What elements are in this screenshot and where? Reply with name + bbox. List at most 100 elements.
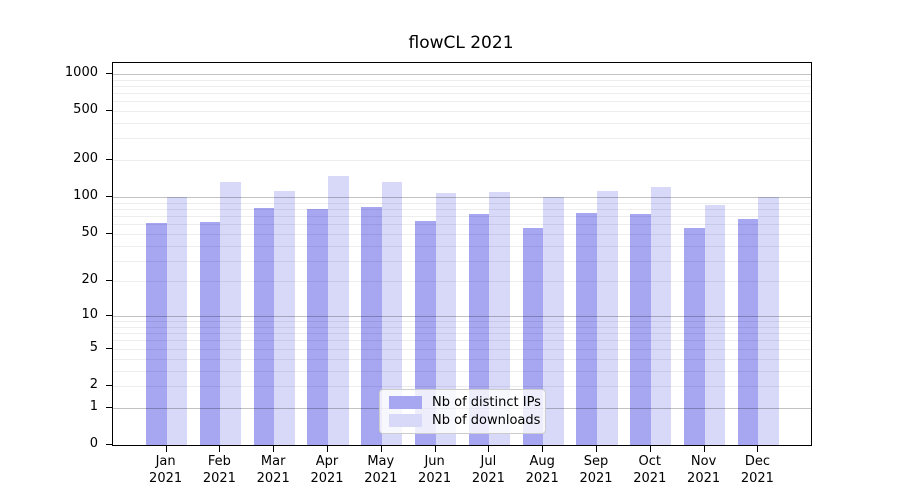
bar-downloads-aug (543, 197, 564, 445)
y-tick-mark (106, 347, 112, 349)
x-tick-mark (596, 446, 597, 452)
bar-downloads-may (381, 181, 403, 445)
x-tick-label: Sep 2021 (568, 453, 624, 487)
x-tick-year: 2021 (418, 471, 452, 486)
bar-downloads-feb (220, 181, 241, 445)
y-tick-mark (106, 406, 112, 408)
gridline-minor (113, 138, 811, 140)
gridline-minor (113, 216, 811, 218)
plot-area (112, 62, 812, 446)
y-tick-mark (106, 315, 112, 317)
bar-downloads-jun (435, 192, 457, 445)
bar-downloads-jan (166, 197, 188, 445)
y-tick-label: 50 (81, 224, 98, 240)
gridline-minor (113, 281, 811, 283)
x-tick-label: Jan 2021 (138, 453, 194, 487)
x-tick-year: 2021 (687, 471, 721, 486)
bar-distinct-ips-sep (576, 213, 597, 445)
gridline-minor (113, 160, 811, 162)
gridline-minor (113, 370, 811, 372)
x-tick-mark (542, 446, 544, 452)
gridline-minor (113, 202, 811, 204)
x-tick-year: 2021 (740, 471, 774, 486)
bar-distinct-ips-oct (630, 213, 651, 445)
gridline-minor (113, 245, 811, 247)
gridline-major (113, 73, 811, 75)
gridline-major (113, 316, 811, 318)
legend-label-distinct-ips: Nb of distinct IPs (432, 394, 541, 410)
x-tick-label: Nov 2021 (676, 453, 732, 487)
y-tick-label: 1000 (64, 64, 98, 80)
x-tick-mark (488, 446, 490, 452)
gridline-minor (113, 385, 811, 387)
legend-row-distinct-ips: Nb of distinct IPs (389, 395, 541, 410)
y-tick-mark (106, 110, 112, 112)
gridline-major (113, 197, 811, 199)
legend-swatch-distinct-ips (389, 395, 422, 409)
x-tick-year: 2021 (579, 471, 613, 486)
bar-downloads-apr (328, 176, 349, 445)
legend-row-downloads: Nb of downloads (389, 413, 540, 428)
bar-distinct-ips-jan (146, 223, 167, 445)
x-tick-label: May 2021 (353, 453, 409, 487)
x-tick-year: 2021 (310, 471, 344, 486)
x-tick-year: 2021 (525, 471, 559, 486)
bar-downloads-mar (274, 190, 295, 445)
y-tick-mark (106, 232, 112, 234)
y-tick-label: 10 (81, 307, 98, 323)
gridline-minor (113, 340, 811, 342)
x-tick-label: Feb 2021 (191, 453, 247, 487)
x-tick-year: 2021 (633, 471, 667, 486)
gridline-minor (113, 224, 811, 226)
legend: Nb of distinct IPs Nb of downloads (379, 389, 546, 434)
x-tick-mark (649, 446, 651, 452)
x-tick-label: Apr 2021 (299, 453, 355, 487)
gridline-minor (113, 358, 811, 360)
x-tick-label: Aug 2021 (514, 453, 570, 487)
x-tick-year: 2021 (149, 471, 183, 486)
gridline-minor (113, 208, 811, 210)
y-tick-label: 100 (73, 188, 98, 204)
x-tick-year: 2021 (202, 471, 236, 486)
gridline-minor (113, 260, 811, 262)
x-tick-mark (327, 446, 328, 452)
bar-downloads-jul (489, 191, 510, 445)
bar-distinct-ips-dec (737, 219, 759, 445)
gridline-minor (113, 123, 811, 125)
y-tick-mark (106, 72, 112, 74)
gridline-minor (113, 101, 811, 103)
y-tick-label: 2 (89, 376, 98, 392)
x-tick-label: Jun 2021 (407, 453, 463, 487)
bar-downloads-dec (758, 197, 779, 445)
gridline-minor (113, 326, 811, 328)
y-tick-label: 20 (81, 272, 98, 288)
x-tick-year: 2021 (471, 471, 505, 486)
chart-title: flowCL 2021 (408, 33, 514, 53)
legend-label-downloads: Nb of downloads (432, 413, 541, 429)
bar-downloads-sep (597, 190, 618, 445)
y-tick-mark (106, 280, 112, 282)
x-tick-mark (434, 446, 436, 452)
gridline-minor (113, 348, 811, 350)
y-tick-label: 1 (89, 398, 98, 414)
y-tick-mark (106, 159, 112, 161)
legend-swatch-downloads (389, 414, 422, 428)
x-tick-label: Oct 2021 (622, 453, 678, 487)
x-tick-label: Dec 2021 (729, 453, 785, 487)
bar-distinct-ips-nov (684, 227, 705, 445)
bar-downloads-oct (650, 186, 672, 445)
y-tick-label: 0 (89, 436, 98, 451)
x-tick-label: Mar 2021 (245, 453, 301, 487)
gridline-minor (113, 93, 811, 95)
x-tick-mark (757, 446, 759, 452)
x-tick-mark (703, 446, 705, 452)
x-tick-label: Jul 2021 (460, 453, 516, 487)
bar-distinct-ips-jul (468, 213, 490, 445)
x-tick-year: 2021 (256, 471, 290, 486)
gridline-minor (113, 321, 811, 323)
gridline-minor (113, 111, 811, 113)
bar-distinct-ips-feb (199, 222, 221, 445)
y-tick-mark (106, 384, 112, 386)
y-tick-mark (106, 444, 112, 445)
